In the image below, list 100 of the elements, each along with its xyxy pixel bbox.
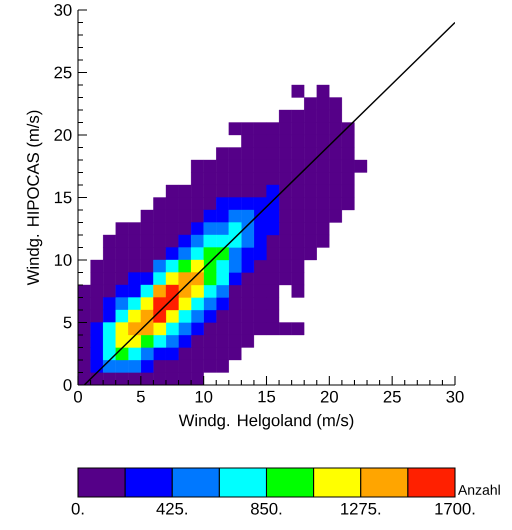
point — [204, 310, 216, 323]
color-bar-label: 425. — [156, 502, 187, 515]
point — [140, 334, 154, 348]
point — [254, 197, 267, 210]
point — [266, 210, 280, 223]
point — [153, 347, 166, 360]
point — [228, 222, 242, 236]
point — [153, 272, 166, 286]
point — [140, 347, 154, 360]
point — [140, 272, 154, 286]
point — [204, 222, 216, 236]
point — [128, 322, 141, 336]
point — [116, 360, 128, 373]
point — [116, 284, 128, 298]
point — [216, 222, 229, 236]
point — [166, 260, 179, 273]
point — [190, 310, 204, 323]
point — [241, 260, 254, 273]
point — [140, 322, 154, 336]
point — [140, 284, 154, 298]
point — [128, 360, 141, 373]
point — [103, 347, 116, 360]
point — [153, 284, 166, 298]
color-bar-title: Anzahl — [458, 484, 500, 495]
point — [166, 284, 179, 298]
point — [166, 322, 179, 336]
point — [140, 360, 154, 373]
point — [166, 347, 179, 360]
color-bar-label: 0. — [72, 502, 84, 515]
point — [190, 247, 204, 260]
point — [266, 222, 280, 236]
point — [153, 334, 166, 348]
point — [190, 234, 204, 248]
point — [190, 284, 204, 298]
point — [190, 297, 204, 310]
x-tick-label: 20 — [320, 390, 338, 403]
point — [90, 334, 104, 348]
point — [204, 247, 216, 260]
y-tick-label: 30 — [54, 4, 72, 16]
point — [116, 322, 128, 336]
point — [103, 297, 116, 310]
x-axis-title: Windg. Helgoland (m/s) — [178, 414, 354, 430]
point — [166, 310, 179, 323]
point — [204, 272, 216, 286]
y-tick-label: 5 — [64, 316, 72, 328]
point — [178, 247, 192, 260]
point — [254, 247, 267, 260]
y-tick-label: 20 — [54, 129, 72, 141]
point — [228, 272, 242, 286]
point — [266, 184, 280, 198]
point — [128, 310, 141, 323]
color-bar-label: 1275. — [341, 502, 380, 515]
y-tick-label: 25 — [54, 66, 72, 78]
color-bar-label: 1700. — [435, 502, 474, 515]
point — [241, 210, 254, 223]
y-axis-title: Windg. HIPOCAS (m/s) — [26, 110, 42, 286]
point — [103, 322, 116, 336]
point — [241, 197, 254, 210]
point — [178, 234, 192, 248]
point — [254, 234, 267, 248]
point — [216, 197, 229, 210]
point — [140, 310, 154, 323]
y-tick-label: 15 — [54, 192, 72, 204]
point — [178, 322, 192, 336]
point — [128, 347, 141, 360]
x-tick-label: 30 — [446, 390, 464, 403]
x-tick-label: 0 — [74, 390, 82, 403]
x-tick-label: 15 — [258, 390, 276, 402]
point — [178, 297, 192, 310]
x-tick-label: 10 — [196, 390, 212, 403]
x-tick-label: 25 — [384, 390, 401, 403]
point — [216, 210, 229, 223]
x-tick-label: 5 — [136, 390, 145, 402]
point — [178, 334, 192, 348]
point — [166, 334, 179, 348]
point — [103, 334, 116, 348]
point — [90, 347, 104, 360]
point — [153, 322, 166, 336]
point — [116, 334, 128, 348]
point — [204, 284, 216, 298]
point — [204, 210, 216, 223]
point — [103, 310, 116, 323]
point — [216, 297, 229, 310]
point — [90, 322, 104, 336]
point — [216, 234, 229, 248]
point — [166, 247, 179, 260]
point — [228, 210, 242, 223]
point — [90, 360, 104, 373]
point — [228, 197, 242, 210]
point — [204, 234, 216, 248]
color-bar-label: 850. — [251, 502, 282, 515]
point — [178, 272, 192, 286]
point — [178, 310, 192, 323]
point — [166, 272, 179, 286]
point — [241, 234, 254, 248]
point — [190, 260, 204, 273]
point — [128, 297, 141, 310]
point — [216, 272, 229, 286]
point — [228, 260, 242, 273]
point — [204, 297, 216, 310]
